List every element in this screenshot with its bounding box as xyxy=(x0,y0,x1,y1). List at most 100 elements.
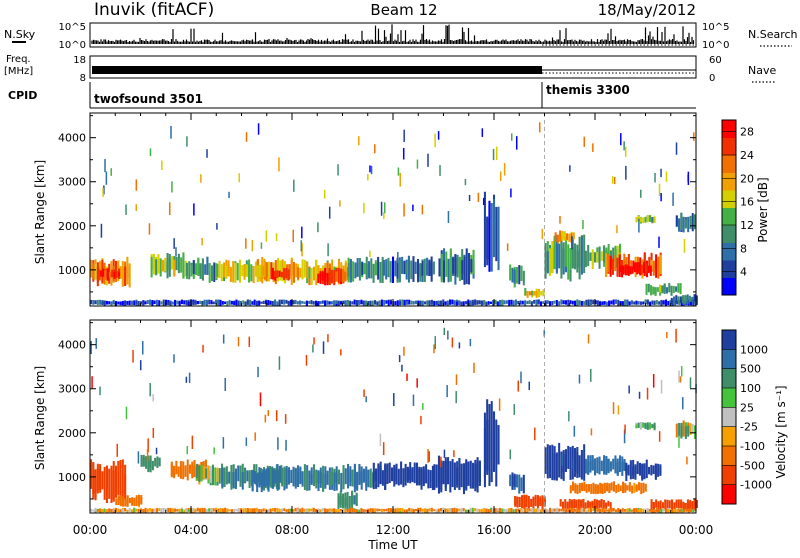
velocity-cell xyxy=(110,509,113,513)
velocity-cell xyxy=(639,421,642,430)
velocity-cell xyxy=(265,468,268,487)
velocity-axes: 1000 2000 3000 4000 xyxy=(58,320,697,513)
velocity-colorbar-segment xyxy=(722,349,736,370)
velocity-cell xyxy=(92,509,95,512)
velocity-cell xyxy=(410,508,413,513)
power-cell xyxy=(271,301,274,306)
power-cell xyxy=(607,253,610,273)
velocity-cell xyxy=(586,500,589,509)
power-cell xyxy=(293,262,296,283)
velocity-cell xyxy=(99,464,102,493)
velocity-cell xyxy=(622,481,625,493)
power-ytick-label: 1000 xyxy=(58,264,86,277)
velocity-cell xyxy=(476,462,479,493)
power-cell xyxy=(303,259,306,278)
power-cell xyxy=(292,300,295,305)
velocity-cell xyxy=(571,509,574,513)
velocity-cell xyxy=(397,468,400,486)
power-colorbar-segment xyxy=(722,242,736,261)
velocity-cell xyxy=(599,508,602,513)
power-cell xyxy=(433,300,436,306)
velocity-cell xyxy=(115,465,118,498)
velocity-cell xyxy=(537,507,540,512)
velocity-sparse-cell xyxy=(313,337,315,345)
velocity-cell xyxy=(199,508,202,513)
power-cell xyxy=(274,270,277,277)
power-cell xyxy=(130,301,133,304)
power-cell xyxy=(437,300,440,305)
power-cell xyxy=(301,259,304,280)
velocity-sparse-cell xyxy=(412,394,415,406)
power-cell xyxy=(94,264,97,280)
velocity-colorbar-segment xyxy=(722,446,736,466)
velocity-cell xyxy=(632,459,635,476)
velocity-cell xyxy=(476,508,479,512)
velocity-cell xyxy=(372,471,375,482)
power-cell xyxy=(637,215,640,221)
power-cell xyxy=(225,265,228,279)
power-sparse-cell xyxy=(616,225,618,234)
power-cell xyxy=(328,268,331,281)
velocity-sparse-cell xyxy=(612,402,615,414)
velocity-cell xyxy=(253,471,256,484)
power-cell xyxy=(693,214,697,230)
power-cell xyxy=(555,299,558,306)
velocity-cell xyxy=(642,508,645,513)
power-cell xyxy=(603,245,606,263)
power-cell xyxy=(333,270,336,286)
velocity-cell xyxy=(267,509,270,513)
power-cell xyxy=(363,262,366,275)
velocity-cell xyxy=(117,508,120,513)
power-cell xyxy=(342,301,345,305)
velocity-cell xyxy=(262,508,265,512)
velocity-cell xyxy=(317,508,320,513)
power-cell xyxy=(374,260,377,276)
power-sparse-cell xyxy=(559,215,561,224)
velocity-cell xyxy=(577,499,580,510)
velocity-cell xyxy=(516,496,519,507)
velocity-cell xyxy=(94,474,97,501)
velocity-cell xyxy=(337,509,340,513)
velocity-cell xyxy=(210,508,213,512)
velocity-cell xyxy=(585,509,588,513)
power-cell xyxy=(622,265,625,275)
velocity-cells xyxy=(90,327,699,513)
power-cell xyxy=(458,257,461,277)
power-cell xyxy=(656,287,659,292)
power-sparse-cell xyxy=(301,226,303,239)
velocity-cell xyxy=(193,459,196,478)
velocity-sparse-cell xyxy=(267,410,270,417)
power-cell xyxy=(497,206,500,271)
velocity-cell xyxy=(633,482,636,493)
velocity-cell xyxy=(317,472,320,485)
velocity-sparse-cell xyxy=(365,396,367,403)
power-cell xyxy=(442,299,445,306)
velocity-cell xyxy=(657,501,660,510)
velocity-sparse-cell xyxy=(398,355,401,363)
velocity-cell xyxy=(680,509,683,512)
power-cell xyxy=(464,301,468,305)
velocity-cell xyxy=(140,508,143,513)
power-cell xyxy=(381,257,384,284)
power-cell xyxy=(119,266,122,279)
power-cell xyxy=(121,301,124,305)
velocity-cell xyxy=(226,508,229,513)
velocity-cell xyxy=(328,471,331,487)
velocity-cell xyxy=(564,450,567,472)
power-cell xyxy=(518,265,521,285)
velocity-cell xyxy=(555,509,558,513)
power-cell xyxy=(283,267,286,279)
velocity-cell xyxy=(135,508,138,512)
power-colorbar-segment xyxy=(722,137,736,156)
power-cell xyxy=(251,301,254,305)
power-sparse-cell xyxy=(658,236,660,248)
velocity-cell xyxy=(333,472,336,491)
power-cell xyxy=(173,259,176,277)
power-cell xyxy=(403,300,406,306)
velocity-cell xyxy=(471,507,474,513)
power-sparse-cell xyxy=(337,164,339,176)
velocity-cell xyxy=(533,508,536,513)
power-cell xyxy=(289,301,293,304)
velocity-cell xyxy=(108,508,111,513)
power-cell xyxy=(655,254,658,278)
